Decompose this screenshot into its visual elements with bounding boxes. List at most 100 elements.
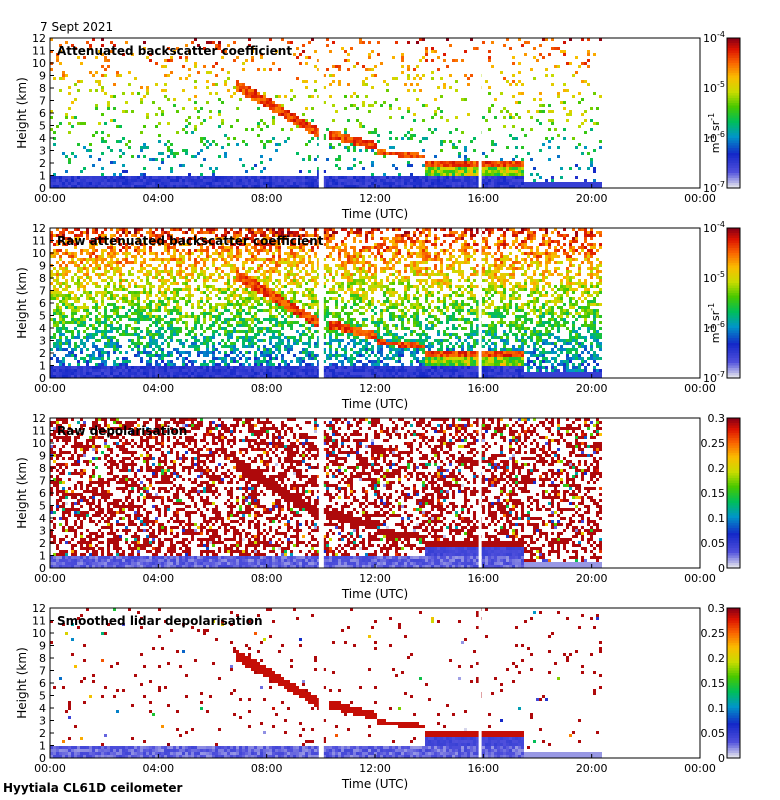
x-tick-label: 00:00 xyxy=(684,192,716,205)
heatmap-cells xyxy=(50,38,602,188)
data-gap xyxy=(478,228,482,378)
colorbar-tick-label: 0.1 xyxy=(708,512,726,525)
y-axis-label: Height (km) xyxy=(15,647,29,718)
y-tick-label: 9 xyxy=(39,450,46,463)
y-tick-label: 0 xyxy=(39,182,46,195)
data-gap xyxy=(478,418,482,568)
y-tick-label: 0 xyxy=(39,562,46,575)
colorbar-tick-label: 0.05 xyxy=(701,537,726,550)
colorbar: 0.3 0.25 0.2 0.15 0.1 0.05 0 xyxy=(701,602,741,765)
y-tick-label: 9 xyxy=(39,640,46,653)
y-tick-label: 3 xyxy=(39,145,46,158)
data-gap xyxy=(318,38,324,188)
y-tick-label: 8 xyxy=(39,82,46,95)
y-axis-label: Height (km) xyxy=(15,77,29,148)
y-tick-label: 8 xyxy=(39,272,46,285)
panel-2: Raw attenuated backscatter coefficient01… xyxy=(15,220,741,411)
colorbar-frame xyxy=(726,227,741,379)
colorbar-frame xyxy=(726,607,741,759)
colorbar-tick-label: 10-4 xyxy=(703,30,725,45)
y-tick-label: 12 xyxy=(32,602,46,615)
colorbar-tick-label: 10-5 xyxy=(703,80,725,95)
x-tick-label: 00:00 xyxy=(684,572,716,585)
colorbar-tick-label: 10-6 xyxy=(703,130,725,145)
y-tick-label: 4 xyxy=(39,132,46,145)
colorbar-tick-label: 0 xyxy=(718,562,725,575)
y-tick-label: 7 xyxy=(39,95,46,108)
x-axis-label: Time (UTC) xyxy=(341,397,408,411)
y-tick-label: 1 xyxy=(39,550,46,563)
colorbar-tick-label: 0.3 xyxy=(708,602,726,615)
y-tick-label: 5 xyxy=(39,310,46,323)
colorbar: 10-4 10-5 10-6 10-7 m-1 sr-1 xyxy=(703,30,741,195)
panel-title: Raw depolarisation xyxy=(57,424,187,438)
y-tick-label: 12 xyxy=(32,412,46,425)
colorbar-tick-label: 10-5 xyxy=(703,270,725,285)
x-tick-label: 20:00 xyxy=(576,762,608,775)
colorbar-tick-label: 0.25 xyxy=(701,627,726,640)
y-tick-label: 5 xyxy=(39,120,46,133)
colorbar-tick-label: 0.3 xyxy=(708,412,726,425)
x-tick-label: 12:00 xyxy=(359,572,391,585)
x-tick-label: 08:00 xyxy=(251,762,283,775)
y-tick-label: 4 xyxy=(39,322,46,335)
x-tick-label: 20:00 xyxy=(576,382,608,395)
y-tick-label: 8 xyxy=(39,462,46,475)
y-tick-label: 2 xyxy=(39,347,46,360)
colorbar-tick-label: 0.2 xyxy=(708,462,726,475)
y-axis-label: Height (km) xyxy=(15,457,29,528)
x-tick-label: 04:00 xyxy=(142,382,174,395)
y-tick-label: 2 xyxy=(39,157,46,170)
colorbar-tick-label: 10-7 xyxy=(703,180,725,195)
y-tick-label: 10 xyxy=(32,57,46,70)
colorbar-tick-label: 10-6 xyxy=(703,320,725,335)
y-tick-label: 6 xyxy=(39,107,46,120)
colorbar-tick-label: 0.15 xyxy=(701,487,726,500)
x-tick-label: 00:00 xyxy=(684,382,716,395)
x-tick-label: 00:00 xyxy=(34,382,66,395)
panel-title: Attenuated backscatter coefficient xyxy=(57,44,292,58)
footer-caption: Hyytiala CL61D ceilometer xyxy=(3,781,183,795)
x-tick-label: 04:00 xyxy=(142,572,174,585)
data-gap xyxy=(318,228,324,378)
y-tick-label: 6 xyxy=(39,677,46,690)
colorbar-tick-label: 0.25 xyxy=(701,437,726,450)
colorbar-tick-label: 0.2 xyxy=(708,652,726,665)
y-tick-label: 7 xyxy=(39,475,46,488)
colorbar-tick-label: 0.15 xyxy=(701,677,726,690)
x-tick-label: 12:00 xyxy=(359,382,391,395)
y-tick-label: 6 xyxy=(39,297,46,310)
x-tick-label: 00:00 xyxy=(684,762,716,775)
colorbar-tick-label: 10-4 xyxy=(703,220,725,235)
y-tick-label: 3 xyxy=(39,525,46,538)
colorbar-tick-label: 0.05 xyxy=(701,727,726,740)
colorbar-unit-label: m-1 sr-1 xyxy=(707,303,722,343)
x-tick-label: 20:00 xyxy=(576,192,608,205)
y-tick-label: 9 xyxy=(39,260,46,273)
panel-title: Raw attenuated backscatter coefficient xyxy=(57,234,324,248)
colorbar-tick-label: 0.1 xyxy=(708,702,726,715)
x-tick-label: 08:00 xyxy=(251,572,283,585)
x-axis-label: Time (UTC) xyxy=(341,777,408,791)
y-tick-label: 5 xyxy=(39,690,46,703)
heatmap-cells xyxy=(50,418,602,568)
y-tick-label: 0 xyxy=(39,752,46,765)
panel-1: Attenuated backscatter coefficient 012345… xyxy=(15,30,741,221)
heatmap-cells xyxy=(50,228,602,378)
x-tick-label: 16:00 xyxy=(467,762,499,775)
y-tick-label: 4 xyxy=(39,702,46,715)
y-tick-label: 1 xyxy=(39,170,46,183)
plot-area xyxy=(50,608,700,758)
y-tick-label: 4 xyxy=(39,512,46,525)
y-tick-label: 10 xyxy=(32,437,46,450)
colorbar-tick-label: 0 xyxy=(718,752,725,765)
colorbar-tick-label: 10-7 xyxy=(703,370,725,385)
x-tick-label: 00:00 xyxy=(34,762,66,775)
data-gap xyxy=(478,38,482,188)
y-tick-label: 3 xyxy=(39,715,46,728)
x-tick-label: 16:00 xyxy=(467,192,499,205)
panel-title: Smoothed lidar depolarisation xyxy=(57,614,263,628)
x-tick-label: 00:00 xyxy=(34,192,66,205)
